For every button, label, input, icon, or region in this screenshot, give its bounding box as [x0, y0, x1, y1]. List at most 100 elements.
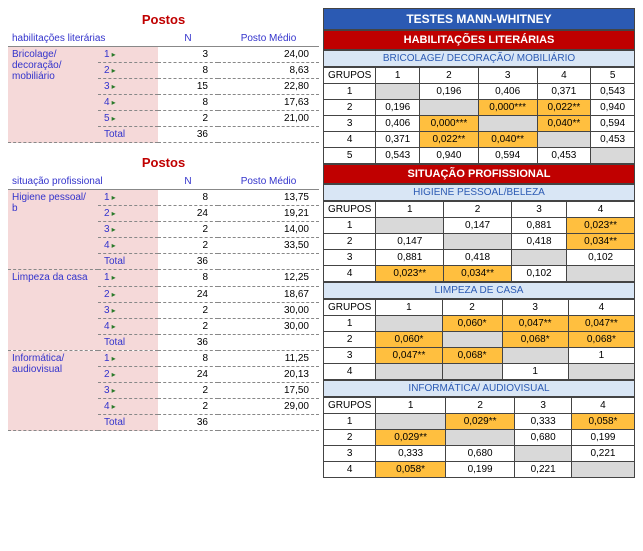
- mw-row-header: 2: [324, 430, 376, 446]
- mw-cell: 0,029**: [445, 414, 515, 430]
- total-label: Total: [98, 334, 158, 350]
- pm-value: 18,67: [218, 286, 319, 302]
- group-cell: 3▸: [98, 302, 158, 318]
- total-n: 36: [158, 334, 218, 350]
- pm-value: 19,21: [218, 206, 319, 222]
- mw-row-header: 4: [324, 364, 376, 380]
- mw-col-header: 2: [420, 68, 479, 84]
- mw-cell: [537, 132, 591, 148]
- mw-cell: 0,333: [515, 414, 572, 430]
- group-cell: 4▸: [98, 95, 158, 111]
- mw-cell: [444, 234, 512, 250]
- mw-cell: 0,040**: [537, 116, 591, 132]
- mw-cell: 0,023**: [376, 266, 444, 282]
- category-header: habilitações literárias: [8, 31, 158, 47]
- n-value: 8: [158, 63, 218, 79]
- category-label: Informática/ audiovisual: [8, 351, 98, 431]
- n-value: 8: [158, 270, 218, 286]
- mw-red-header: SITUAÇÃO PROFISSIONAL: [323, 164, 635, 184]
- rank-row: Informática/ audiovisual1▸811,25: [8, 351, 319, 367]
- pm-value: 17,50: [218, 383, 319, 399]
- mw-row-header: 4: [324, 132, 376, 148]
- group-cell: 4▸: [98, 399, 158, 415]
- n-value: 8: [158, 351, 218, 367]
- col-n-header: N: [158, 31, 218, 47]
- mw-cell: [376, 316, 442, 332]
- n-value: 24: [158, 286, 218, 302]
- n-value: 2: [158, 383, 218, 399]
- pm-value: 8,63: [218, 63, 319, 79]
- group-cell: 2▸: [98, 367, 158, 383]
- mw-col-header: 5: [591, 68, 635, 84]
- mw-cell: 1: [502, 364, 568, 380]
- mw-cell: 0,940: [420, 148, 479, 164]
- n-value: 2: [158, 238, 218, 254]
- mw-matrix: GRUPOS123410,029**0,3330,058*20,029**0,6…: [323, 397, 635, 478]
- rank-row: Bricolage/ decoração/ mobiliário1▸324,00: [8, 47, 319, 63]
- group-cell: 4▸: [98, 238, 158, 254]
- group-cell: 2▸: [98, 286, 158, 302]
- mw-cell: 0,102: [511, 266, 566, 282]
- mw-row-header: 4: [324, 462, 376, 478]
- mw-cell: 0,199: [571, 430, 634, 446]
- grupos-label: GRUPOS: [324, 300, 376, 316]
- mw-cell: [376, 218, 444, 234]
- mw-col-header: 4: [537, 68, 591, 84]
- ranks-table: Limpeza da casa1▸812,252▸2418,673▸230,00…: [8, 270, 319, 351]
- mw-col-header: 3: [515, 398, 572, 414]
- mw-cell: 0,196: [376, 100, 420, 116]
- mw-cell: 0,040**: [478, 132, 537, 148]
- mw-row: 10,060*0,047**0,047**: [324, 316, 635, 332]
- pm-value: 20,13: [218, 367, 319, 383]
- mw-col-header: 4: [568, 300, 634, 316]
- mw-row-header: 1: [324, 218, 376, 234]
- mw-cell: [591, 148, 635, 164]
- mw-cell: 0,221: [571, 446, 634, 462]
- mw-col-header: 2: [444, 202, 512, 218]
- mw-cell: 0,680: [515, 430, 572, 446]
- mw-cell: 0,221: [515, 462, 572, 478]
- mw-main-title: TESTES MANN-WHITNEY: [323, 8, 635, 30]
- mw-blue-header: HIGIENE PESSOAL/BELEZA: [323, 184, 635, 201]
- mw-col-header: 3: [511, 202, 566, 218]
- mw-row: 20,060*0,068*0,068*: [324, 332, 635, 348]
- mw-cell: [442, 332, 502, 348]
- mw-cell: 0,333: [376, 446, 446, 462]
- ranks-table: Informática/ audiovisual1▸811,252▸2420,1…: [8, 351, 319, 432]
- mw-cell: [511, 250, 566, 266]
- mw-cell: [571, 462, 634, 478]
- mw-col-header: 4: [571, 398, 634, 414]
- mw-cell: 1: [568, 348, 634, 364]
- mw-col-header: 2: [442, 300, 502, 316]
- grupos-label: GRUPOS: [324, 398, 376, 414]
- total-pm: [218, 127, 319, 143]
- mw-col-header: 1: [376, 68, 420, 84]
- mw-cell: 0,034**: [567, 234, 635, 250]
- mw-blue-header: BRICOLAGE/ DECORAÇÃO/ MOBILIÁRIO: [323, 50, 635, 67]
- mw-row: 20,029**0,6800,199: [324, 430, 635, 446]
- mw-cell: 0,000***: [478, 100, 537, 116]
- pm-value: 11,25: [218, 351, 319, 367]
- pm-value: 13,75: [218, 190, 319, 206]
- group-cell: 2▸: [98, 206, 158, 222]
- mw-row: 40,3710,022**0,040** 0,453: [324, 132, 635, 148]
- mw-cell: 0,594: [591, 116, 635, 132]
- mw-cell: 0,418: [444, 250, 512, 266]
- mw-row-header: 3: [324, 446, 376, 462]
- mw-cell: [376, 84, 420, 100]
- total-n: 36: [158, 254, 218, 270]
- mw-row-header: 5: [324, 148, 376, 164]
- mw-cell: 0,022**: [420, 132, 479, 148]
- mw-cell: 0,453: [591, 132, 635, 148]
- mw-cell: 0,068*: [442, 348, 502, 364]
- n-value: 3: [158, 47, 218, 63]
- mw-row-header: 1: [324, 316, 376, 332]
- mw-cell: 0,543: [376, 148, 420, 164]
- n-value: 2: [158, 222, 218, 238]
- total-n: 36: [158, 415, 218, 431]
- mw-cell: 0,371: [376, 132, 420, 148]
- pm-value: 21,00: [218, 111, 319, 127]
- col-n-header: N: [158, 174, 218, 190]
- total-pm: [218, 334, 319, 350]
- ranks-table: situação profissionalNPosto MédioHigiene…: [8, 174, 319, 270]
